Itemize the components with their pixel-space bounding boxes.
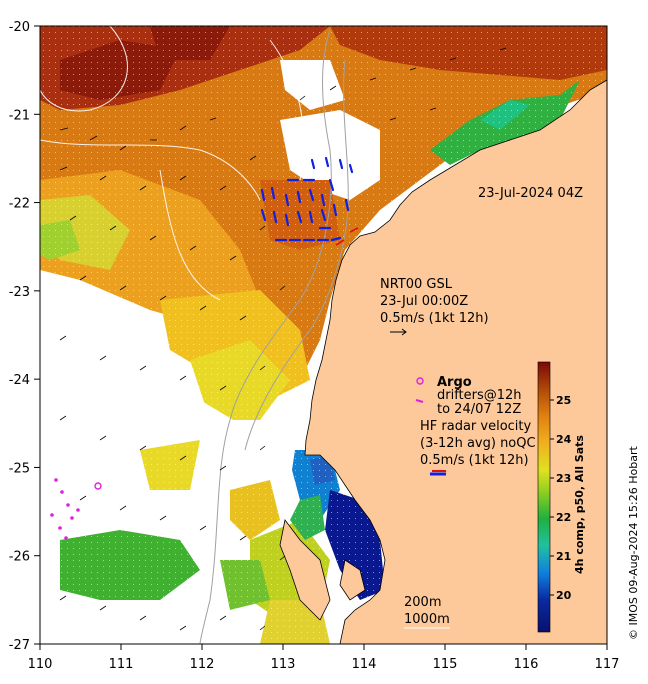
colorbar-title: 4h comp, p50, All Sats [573,435,586,574]
legend-argo-label: Argo [437,375,472,390]
lon-tick-label: 113 [271,657,296,672]
lat-tick-label: -24 [9,373,30,388]
latitude-axis: -20 -21 -22 -23 -24 -25 -26 -27 [9,20,40,653]
colorbar-tick-label: 23 [556,472,571,485]
lat-tick-label: -20 [9,20,30,35]
colorbar-ticks: 25 24 23 22 21 20 [550,394,572,602]
bathymetry-lines [199,29,349,645]
legend-hf-line1: HF radar velocity [420,419,532,434]
isobath-200m-label: 200m [404,595,441,610]
legend-hf-line2: (3-12h avg) noQC [420,436,536,451]
drifter-cluster [50,478,80,540]
current-vectors [59,47,507,631]
lat-tick-label: -25 [9,461,30,476]
lon-tick-label: 110 [28,657,53,672]
nrt-line1: NRT00 GSL [380,277,453,292]
lon-tick-label: 117 [595,657,620,672]
lat-tick-label: -27 [9,638,30,653]
colorbar-tick-label: 21 [556,550,571,563]
nrt-line2: 23-Jul 00:00Z [380,294,468,309]
land-peninsula [279,519,331,621]
map-frame [39,25,608,645]
colorbar-tick-label: 25 [556,394,571,407]
colorbar-tick-label: 20 [556,589,572,602]
colorbar [537,361,551,633]
colorbar-tick-label: 22 [556,511,571,524]
nrt-scale-arrow [390,328,407,336]
lon-tick-label: 114 [352,657,377,672]
colorbar-tick-label: 24 [556,433,572,446]
lat-tick-label: -21 [9,108,30,123]
imos-credit: © IMOS 09-Aug-2024 15:26 Hobart [627,446,640,640]
lon-tick-label: 115 [433,657,458,672]
lat-tick-label: -22 [9,197,30,212]
lat-tick-label: -26 [9,550,30,565]
date-label: 23-Jul-2024 04Z [478,186,583,201]
argo-float-marker [94,482,102,490]
isobath-1000m-label: 1000m [404,612,450,627]
drifter-track [335,227,359,246]
land-island [339,559,366,601]
land-australia [304,79,608,645]
legend-drifter-marker [415,399,424,403]
nrt-line3: 0.5m/s (1kt 12h) [380,311,489,326]
hf-radar-vectors [260,156,354,242]
legend-argo-marker [416,377,424,385]
lon-tick-label: 112 [190,657,215,672]
lat-tick-label: -23 [9,285,30,300]
argo-drifter-markers [50,478,102,540]
legend-hf-line3: 0.5m/s (1kt 12h) [420,453,529,468]
lon-tick-label: 111 [109,657,134,672]
longitude-axis: 110 111 112 113 114 115 116 117 [28,644,620,672]
legend-hf-arrow [430,470,446,476]
isobath-contours [39,25,305,301]
lon-tick-label: 116 [514,657,539,672]
legend-drifters-line1: drifters@12h [437,388,522,403]
legend-drifters-line2: to 24/07 12Z [437,402,521,417]
